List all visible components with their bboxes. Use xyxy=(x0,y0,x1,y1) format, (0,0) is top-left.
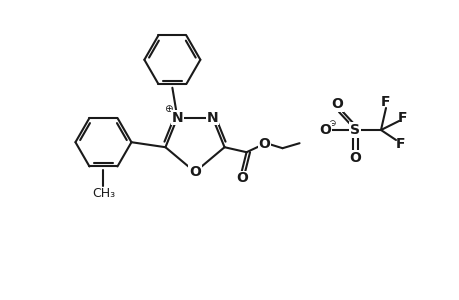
Text: F: F xyxy=(395,137,405,151)
Text: F: F xyxy=(397,111,407,125)
Text: F: F xyxy=(381,95,390,109)
Text: N: N xyxy=(207,111,218,125)
Text: O: O xyxy=(319,123,330,137)
Text: N: N xyxy=(171,111,183,125)
Text: O: O xyxy=(330,97,342,111)
Text: S: S xyxy=(349,123,359,137)
Text: O: O xyxy=(348,151,360,165)
Text: O: O xyxy=(189,165,201,179)
Text: ⊕: ⊕ xyxy=(164,104,173,114)
Text: O: O xyxy=(236,171,248,185)
Text: CH₃: CH₃ xyxy=(92,187,115,200)
Text: O: O xyxy=(258,137,270,151)
Text: ⊖: ⊖ xyxy=(328,118,335,127)
